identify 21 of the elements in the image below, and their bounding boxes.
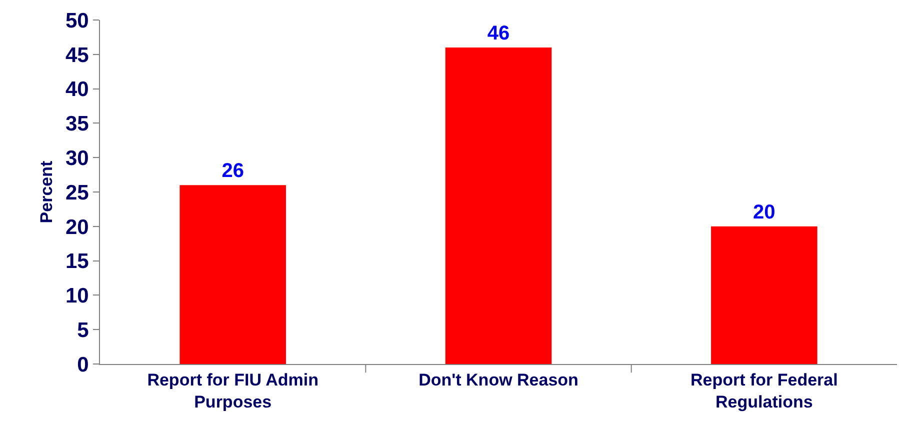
y-tick-label: 25 — [65, 181, 90, 204]
y-tick-label: 5 — [77, 318, 90, 342]
y-tick-label: 50 — [65, 9, 89, 32]
y-tick-label: 35 — [65, 112, 90, 136]
bar — [445, 48, 552, 364]
y-axis-title: Percent — [36, 160, 56, 224]
bar — [180, 185, 286, 364]
data-label: 26 — [222, 160, 244, 182]
data-label: 20 — [753, 201, 776, 224]
data-label: 46 — [487, 22, 510, 45]
y-tick-label: 20 — [65, 216, 89, 239]
x-tick-label: Don't Know Reason — [418, 370, 578, 390]
y-tick-label: 40 — [65, 78, 89, 102]
y-tick-label: 10 — [65, 284, 89, 308]
y-tick-label: 0 — [77, 353, 89, 376]
y-tick-label: 45 — [65, 44, 90, 67]
x-tick-label: Report for FIU Admin Purposes — [147, 370, 318, 412]
y-tick-label: 30 — [65, 146, 89, 170]
bar — [711, 226, 818, 364]
x-tick-label: Report for Federal Regulations — [690, 370, 838, 412]
y-tick-label: 15 — [65, 250, 90, 274]
